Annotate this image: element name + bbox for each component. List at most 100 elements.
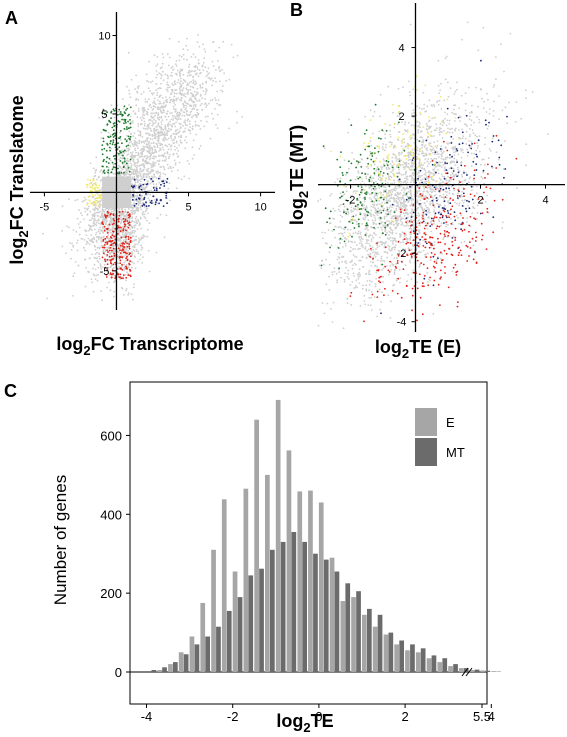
scatter-point (460, 156, 463, 159)
scatter-point (379, 260, 382, 262)
scatter-point (133, 283, 136, 285)
scatter-point (201, 109, 204, 111)
scatter-point (478, 135, 481, 138)
scatter-point (130, 209, 133, 212)
scatter-point (461, 128, 463, 131)
scatter-point (155, 189, 158, 192)
scatter-point (222, 40, 225, 43)
scatter-point (426, 136, 429, 139)
scatter-point (353, 262, 356, 265)
scatter-point (211, 60, 214, 63)
y-tick-label: 10 (98, 31, 110, 43)
scatter-point (139, 169, 141, 171)
scatter-point (156, 217, 159, 220)
scatter-point (321, 259, 324, 262)
scatter-point (353, 275, 355, 277)
scatter-point (172, 152, 175, 155)
scatter-point (389, 133, 391, 136)
panel-label-b: B (290, 0, 303, 20)
scatter-point (359, 231, 362, 234)
scatter-point (336, 281, 338, 284)
scatter-point (394, 214, 397, 217)
scatter-point (122, 212, 124, 215)
scatter-point (129, 145, 132, 148)
scatter-point (163, 154, 166, 157)
scatter-point (120, 277, 123, 280)
scatter-point (141, 212, 144, 215)
scatter-point (197, 75, 200, 78)
scatter-point (127, 169, 130, 172)
scatter-point (132, 249, 135, 251)
scatter-point (176, 81, 179, 84)
scatter-point (370, 238, 373, 241)
scatter-point (368, 242, 371, 245)
scatter-point (460, 94, 463, 97)
scatter-point (449, 87, 452, 89)
scatter-point (101, 148, 103, 151)
scatter-point (92, 203, 94, 206)
scatter-point (124, 208, 127, 211)
scatter-point (147, 212, 149, 215)
scatter-point (125, 265, 127, 268)
scatter-point (141, 136, 144, 138)
scatter-point (133, 239, 136, 242)
scatter-point (112, 263, 115, 266)
scatter-point (216, 90, 219, 93)
scatter-point (72, 295, 74, 297)
scatter-point (155, 171, 158, 173)
scatter-point (125, 126, 128, 128)
scatter-point (367, 219, 370, 222)
scatter-point (166, 151, 169, 154)
scatter-point (173, 138, 175, 141)
scatter-point (166, 132, 168, 135)
scatter-point (137, 151, 140, 154)
scatter-point (411, 171, 414, 174)
scatter-point (138, 156, 141, 159)
scatter-point (104, 237, 107, 240)
scatter-point (128, 267, 131, 269)
scatter-point (397, 87, 400, 90)
scatter-point (61, 245, 64, 248)
scatter-point (118, 265, 120, 268)
scatter-point (196, 111, 199, 114)
scatter-point (104, 209, 107, 211)
scatter-point (334, 225, 337, 228)
scatter-point (77, 264, 80, 267)
scatter-point (137, 108, 140, 110)
scatter-point (351, 152, 353, 154)
scatter-point (89, 182, 91, 185)
scatter-point (486, 194, 488, 197)
scatter-point (408, 260, 411, 262)
scatter-point (160, 117, 163, 119)
scatter-point (102, 248, 105, 251)
scatter-point (362, 284, 364, 287)
scatter-point (473, 121, 475, 124)
scatter-point (109, 135, 112, 138)
scatter-point (112, 108, 115, 111)
scatter-point (132, 145, 135, 148)
scatter-point (101, 299, 103, 302)
scatter-point (170, 74, 172, 77)
scatter-point (99, 263, 102, 265)
scatter-point (188, 69, 191, 72)
scatter-point (140, 180, 142, 183)
scatter-point (160, 94, 162, 97)
scatter-point (138, 194, 141, 197)
scatter-point (421, 178, 424, 181)
scatter-point (417, 153, 420, 156)
scatter-point (140, 248, 143, 251)
scatter-point (176, 111, 179, 114)
panel-b: B -2 2 442-2-4 log2TE (E) log2TE (MT) (287, 0, 565, 361)
scatter-point (203, 48, 206, 50)
scatter-point (236, 121, 238, 124)
scatter-point (148, 175, 151, 178)
scatter-point (166, 163, 169, 166)
scatter-point (179, 70, 182, 72)
scatter-point (377, 253, 380, 255)
scatter-point (145, 175, 148, 178)
scatter-point (182, 93, 184, 96)
scatter-point (425, 110, 428, 113)
scatter-point (85, 267, 87, 269)
scatter-point (432, 103, 435, 106)
scatter-point (185, 113, 188, 116)
